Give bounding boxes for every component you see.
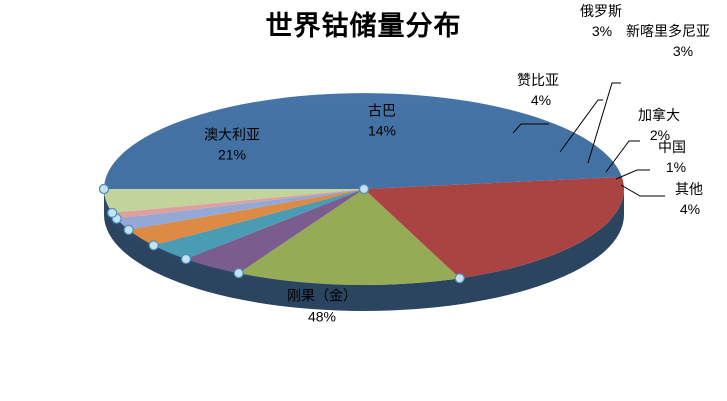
pie-slice-zambia[interactable] (186, 189, 364, 274)
leader-line-russia (559, 99, 603, 153)
label-zambia-name: 赞比亚 (517, 72, 559, 88)
side-wall-congo (104, 189, 624, 311)
label-canada-percent: 2% (650, 127, 670, 143)
label-congo-percent: 48% (308, 309, 336, 325)
label-china-percent: 1% (666, 159, 686, 175)
label-new-caledonia-percent: 3% (673, 43, 693, 59)
label-australia-name: 澳大利亚 (204, 127, 260, 143)
label-china-name: 中国 (658, 139, 686, 155)
label-other-percent: 4% (680, 201, 700, 217)
leader-lines (512, 82, 665, 197)
pie-slice-new-caledonia[interactable] (128, 189, 364, 246)
pie-slice-russia[interactable] (153, 189, 364, 259)
selection-handle-cuba-zambia[interactable] (233, 268, 244, 279)
leader-line-new-caledonia (587, 82, 621, 164)
label-cuba-name: 古巴 (368, 103, 396, 119)
label-canada-name: 加拿大 (638, 107, 680, 123)
leader-line-canada (605, 140, 640, 173)
chart-title: 世界钴储量分布 (265, 11, 462, 41)
selection-handle-china-other[interactable] (107, 207, 118, 218)
inside-labels: 刚果（金） 48% 澳大利亚 21% 古巴 14% (204, 103, 396, 325)
pie-slice-cuba[interactable] (238, 189, 460, 286)
selection-handle-right[interactable] (98, 183, 110, 195)
label-congo-name: 刚果（金） (287, 288, 357, 304)
leader-line-other (620, 184, 665, 197)
label-new-caledonia-name: 新喀里多尼亚 (626, 23, 710, 39)
selection-handle-zambia-russia[interactable] (180, 253, 192, 265)
pie-slice-canada[interactable] (116, 189, 364, 230)
selection-handle-center[interactable] (358, 183, 370, 195)
leader-line-china (615, 169, 650, 180)
pie-congo-highlight (104, 93, 622, 189)
outside-labels: 赞比亚 4% 俄罗斯 3% 新喀里多尼亚 3% 加拿大 2% 中国 1% 其他 … (517, 3, 710, 217)
selection-handles[interactable] (98, 183, 465, 284)
label-australia-percent: 21% (218, 147, 246, 163)
label-zambia-percent: 4% (531, 92, 551, 108)
pie-slice-china[interactable] (112, 189, 364, 219)
label-russia-name: 俄罗斯 (580, 3, 622, 19)
pie-slice-australia[interactable] (364, 177, 624, 279)
selection-handle-newcaledonia-canada[interactable] (123, 224, 134, 235)
pie-slice-other[interactable] (104, 189, 364, 213)
label-cuba-percent: 14% (368, 123, 396, 139)
label-russia-percent: 3% (592, 23, 612, 39)
selection-handle-top[interactable] (454, 273, 465, 284)
leader-line-zambia (512, 123, 549, 134)
label-other-name: 其他 (675, 181, 703, 197)
selection-handle-russia-newcaledonia[interactable] (148, 240, 159, 251)
